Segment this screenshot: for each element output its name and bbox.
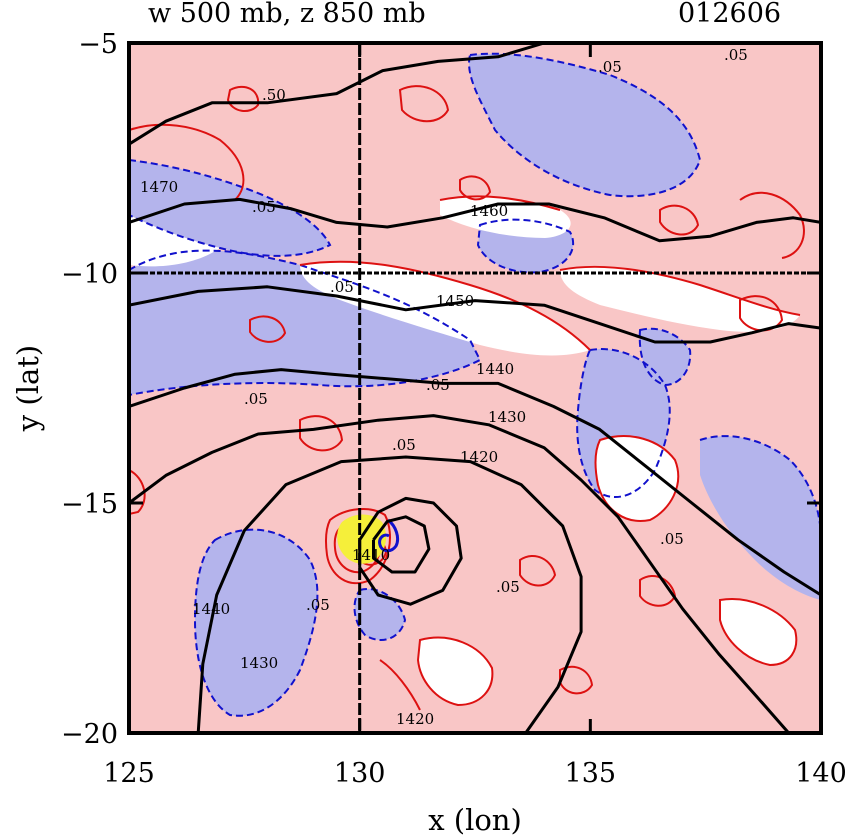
w-positive-contour [719, 598, 798, 667]
plot-area: .05 .05 .05 .05 .05 .05 .05 .05 .05 .05 … [129, 43, 821, 733]
height-contour-1400 [372, 515, 431, 574]
near-zero-w-region [129, 215, 220, 267]
contour-label: 1440 [476, 360, 514, 378]
contour-label: .05 [660, 530, 684, 548]
x-tick-label: 140 [795, 758, 847, 789]
negative-w-region [700, 436, 821, 600]
x-tick-label: 135 [565, 758, 617, 789]
w-positive-contour [559, 665, 594, 695]
chart-timestamp: 012606 [678, 0, 781, 29]
negative-w-region [354, 589, 405, 640]
w-positive-contour [739, 295, 784, 332]
contour-label: .50 [262, 86, 286, 104]
w-negative-contour [476, 218, 575, 274]
contour-label: 1460 [470, 202, 508, 220]
downdraft-spiral [378, 518, 400, 553]
w-negative-contour [129, 159, 332, 257]
contour-label: 1470 [140, 178, 178, 196]
contour-label: 1420 [460, 448, 498, 466]
near-zero-w-region [595, 436, 679, 521]
y-tick-label: −5 [78, 29, 118, 60]
negative-w-region [129, 160, 330, 256]
w-positive-contour [416, 636, 494, 707]
contour-label: 1410 [352, 546, 390, 564]
height-contour-1430 [129, 414, 790, 733]
w-positive-contour [559, 265, 801, 316]
w-negative-contour [468, 52, 702, 198]
w-positive-contour [325, 508, 391, 585]
y-axis-title: y (lat) [11, 345, 45, 432]
w-positive-contour [439, 195, 561, 211]
y-axis-ticks: −5 −10 −15 −20 [61, 29, 821, 750]
contour-label: .05 [306, 596, 330, 614]
w-negative-contour [699, 435, 821, 541]
x-tick-label: 130 [334, 758, 386, 789]
negative-w-regions [129, 53, 821, 716]
near-zero-w-region [300, 261, 590, 356]
w-positive-contour [379, 659, 421, 711]
w-positive-contour [299, 260, 591, 351]
y-tick-label: −20 [61, 719, 118, 750]
height-contour-1460 [129, 197, 821, 243]
negative-w-region [469, 53, 700, 197]
vertical-velocity-contours [129, 52, 821, 717]
contour-label: .05 [496, 578, 520, 596]
contour-label: 1450 [436, 292, 474, 310]
chart-title: w 500 mb, z 850 mb [148, 0, 426, 29]
contour-label: 1420 [396, 710, 434, 728]
w-positive-contour [739, 191, 805, 259]
contour-label: 1430 [488, 408, 526, 426]
geopotential-height-contours [129, 43, 821, 733]
ref-lines [129, 43, 821, 733]
height-contour-1410 [358, 496, 463, 606]
contour-label: .05 [330, 278, 354, 296]
w-positive-contour [226, 85, 260, 112]
contour-label: .05 [244, 390, 268, 408]
x-tick-label: 125 [103, 758, 155, 789]
contour-labels: .05 .05 .05 .05 .05 .05 .05 .05 .05 .05 … [140, 46, 748, 728]
negative-w-region [129, 250, 480, 395]
w-positive-contour [594, 435, 680, 522]
contour-label: 1440 [192, 600, 230, 618]
contour-label: .05 [598, 58, 622, 76]
plot-frame [127, 41, 823, 735]
contour-label: .05 [392, 436, 416, 454]
contour-label: .05 [252, 198, 276, 216]
w-positive-contour [299, 415, 344, 452]
w-negative-contour [193, 528, 319, 717]
contour-label: 1430 [240, 654, 278, 672]
w-positive-contour [659, 204, 700, 236]
w-positive-contour [249, 315, 287, 343]
height-contour-1450 [129, 285, 821, 344]
y-tick-label: −15 [61, 489, 118, 520]
near-zero-w-region [418, 637, 493, 705]
height-contour-1440 [129, 368, 821, 597]
x-axis-ticks: 125 130 135 140 [103, 43, 847, 789]
w-negative-contour [576, 348, 671, 499]
y-tick-label: −10 [61, 259, 118, 290]
w-positive-contour [519, 555, 557, 587]
w-positive-contour [398, 85, 450, 123]
w-positive-contour [129, 123, 245, 201]
w-positive-contour [459, 175, 492, 201]
w-negative-contour [353, 588, 407, 641]
contour-label: .05 [426, 376, 450, 394]
height-contour-1420 [196, 455, 583, 733]
near-zero-w-region [440, 196, 571, 238]
w-negative-contour [638, 327, 692, 387]
x-axis-title: x (lon) [428, 803, 522, 837]
contour-label: .05 [724, 46, 748, 64]
height-contour-1470 [129, 43, 545, 146]
